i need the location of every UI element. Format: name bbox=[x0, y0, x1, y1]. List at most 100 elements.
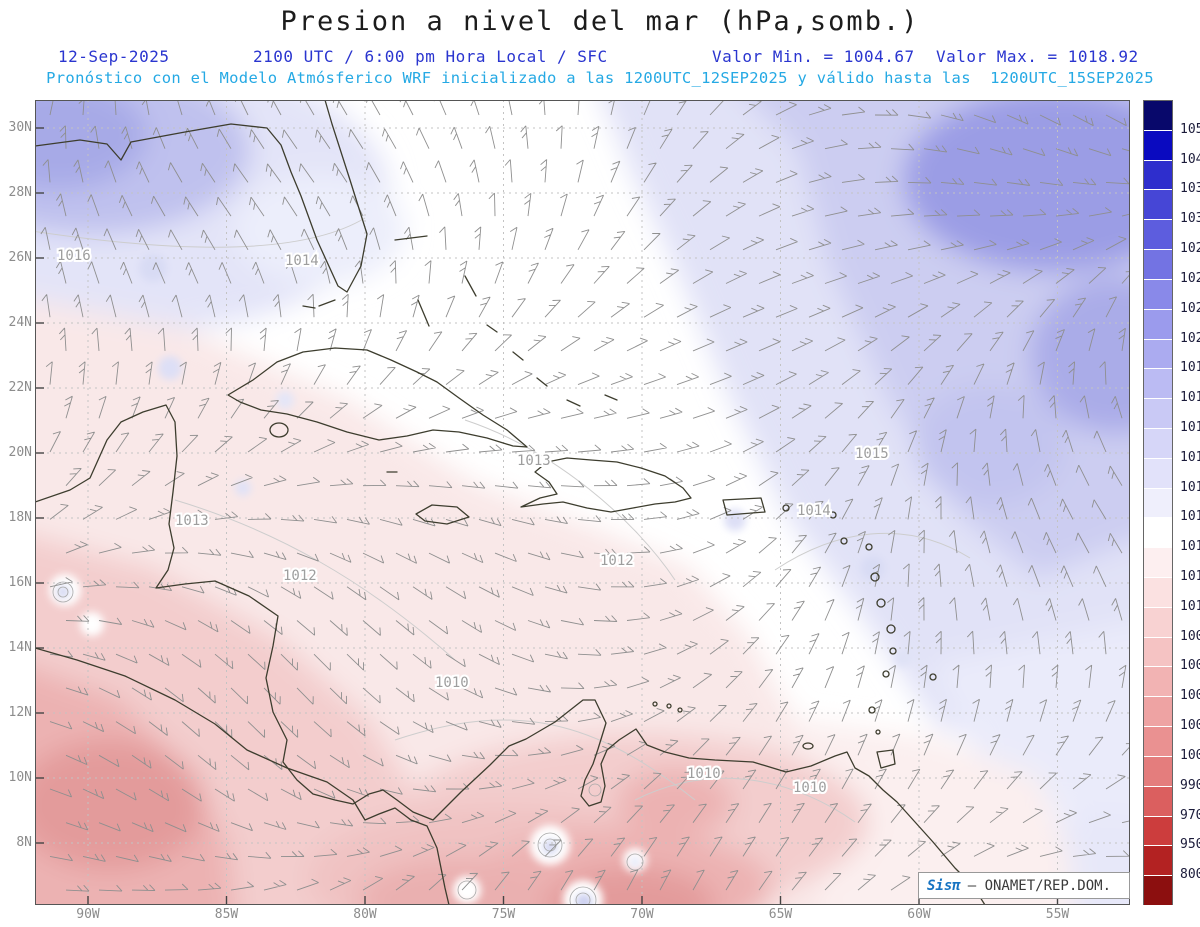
colorbar-tick-label: 1000 bbox=[1180, 747, 1200, 763]
coastline-jamaica bbox=[415, 504, 470, 525]
colorbar-segment bbox=[1144, 756, 1172, 787]
colorbar-tick-label: 1040 bbox=[1180, 151, 1200, 167]
coastline-isle-of-youth bbox=[269, 422, 289, 438]
contour-label: 1010 bbox=[687, 766, 721, 782]
lat-tick-label: 10N bbox=[8, 770, 32, 785]
lon-tick-label: 65W bbox=[768, 907, 793, 922]
colorbar-segment bbox=[1144, 488, 1172, 519]
colorbar-segment bbox=[1144, 548, 1172, 578]
lat-tick-label: 18N bbox=[8, 510, 32, 525]
colorbar-tick-label: 1016 bbox=[1180, 449, 1200, 465]
colorbar-segment bbox=[1144, 309, 1172, 340]
lat-tick-label: 26N bbox=[8, 250, 32, 265]
colorbar-segment bbox=[1144, 220, 1172, 251]
lon-tick-label: 90W bbox=[76, 907, 100, 922]
colorbar-tick-label: 1017 bbox=[1180, 419, 1200, 435]
colorbar-segment bbox=[1144, 130, 1172, 161]
forecast-info-line: Pronóstico con el Modelo Atmósferico WRF… bbox=[46, 69, 1154, 87]
colorbar-tick-label: 800 bbox=[1180, 867, 1200, 883]
colorbar-segment bbox=[1144, 816, 1172, 847]
colorbar-tick-label: 1014 bbox=[1180, 509, 1200, 525]
colorbar-segment bbox=[1144, 279, 1172, 310]
coastline-hispaniola bbox=[520, 457, 692, 513]
contour-label: 1016 bbox=[57, 248, 91, 264]
credit-org-name: – ONAMET/REP.DOM. bbox=[967, 877, 1112, 894]
credit-box: Sisπ – ONAMET/REP.DOM. bbox=[918, 872, 1130, 899]
colorbar-segment bbox=[1144, 607, 1172, 638]
contour-label: 1014 bbox=[797, 503, 831, 519]
coastline-gulf-florida bbox=[35, 100, 368, 293]
colorbar-segment bbox=[1144, 876, 1172, 906]
colorbar-segment bbox=[1144, 250, 1172, 280]
colorbar-tick-label: 1028 bbox=[1180, 241, 1200, 257]
credit-app-name: Sisπ bbox=[927, 877, 961, 894]
colorbar-tick-label: 1004 bbox=[1180, 688, 1200, 704]
colorbar-tick-label: 1018 bbox=[1180, 390, 1200, 406]
contour-label: 1012 bbox=[600, 553, 634, 569]
colorbar-segment bbox=[1144, 458, 1172, 489]
coastline-cuba bbox=[227, 347, 528, 448]
colorbar-tick-label: 1010 bbox=[1180, 598, 1200, 614]
lat-tick-label: 20N bbox=[8, 445, 32, 460]
run-time: 2100 UTC / 6:00 pm Hora Local / SFC bbox=[253, 47, 608, 66]
lon-tick-label: 70W bbox=[630, 907, 654, 922]
coastline-central-america bbox=[35, 404, 986, 905]
colorbar-tick-label: 1013 bbox=[1180, 539, 1200, 555]
colorbar-tick-label: 1012 bbox=[1180, 569, 1200, 585]
contour-label: 1010 bbox=[435, 675, 469, 691]
lon-tick-label: 60W bbox=[907, 907, 931, 922]
colorbar-tick-label: 1002 bbox=[1180, 718, 1200, 734]
colorbar-tick-label: 1006 bbox=[1180, 658, 1200, 674]
min-value-label: Valor Min. = 1004.67 bbox=[712, 47, 915, 66]
contour-label: 1013 bbox=[175, 513, 209, 529]
colorbar-tick-label: 990 bbox=[1180, 777, 1200, 793]
colorbar-segment bbox=[1144, 697, 1172, 728]
contour-label: 1013 bbox=[517, 453, 551, 469]
colorbar-tick-label: 1035 bbox=[1180, 181, 1200, 197]
lon-tick-label: 55W bbox=[1045, 907, 1070, 922]
colorbar-segment bbox=[1144, 846, 1172, 877]
contour-label: 1010 bbox=[793, 780, 827, 796]
lon-tick-label: 80W bbox=[353, 907, 377, 922]
colorbar-segment bbox=[1144, 637, 1172, 668]
colorbar-segment bbox=[1144, 786, 1172, 817]
colorbar-tick-label: 1025 bbox=[1180, 270, 1200, 286]
colorbar-tick-label: 1019 bbox=[1180, 360, 1200, 376]
coastline-pacific bbox=[35, 647, 450, 905]
coastline-trinidad bbox=[876, 749, 896, 769]
colorbar-segment bbox=[1144, 339, 1172, 370]
coastline-bahamas bbox=[386, 235, 618, 473]
colorbar-segment bbox=[1144, 727, 1172, 757]
colorbar-tick-label: 1020 bbox=[1180, 330, 1200, 346]
lon-tick-label: 75W bbox=[491, 907, 516, 922]
colorbar-segment bbox=[1144, 190, 1172, 221]
lat-tick-label: 12N bbox=[8, 705, 32, 720]
lat-tick-label: 8N bbox=[16, 835, 32, 850]
lon-tick-label: 85W bbox=[214, 907, 239, 922]
colorbar-segment bbox=[1144, 578, 1172, 608]
pressure-map: 1016 1014 1013 1012 1013 1012 1010 1015 1014 1010… bbox=[35, 100, 1130, 905]
colorbar-segment bbox=[1144, 667, 1172, 698]
colorbar-tick-label: 950 bbox=[1180, 837, 1200, 853]
page-title: Presion a nivel del mar (hPa,somb.) bbox=[280, 6, 920, 37]
map-frame bbox=[35, 100, 1130, 905]
contour-labels-layer: 1016 1014 1013 1012 1013 1012 1010 1015 1014 1010… bbox=[55, 246, 891, 798]
run-date: 12-Sep-2025 bbox=[58, 47, 170, 66]
colorbar bbox=[1143, 100, 1173, 906]
coastline-florida-keys bbox=[302, 299, 336, 309]
lat-tick-label: 24N bbox=[8, 315, 32, 330]
contour-label: 1015 bbox=[855, 446, 889, 462]
lat-tick-label: 14N bbox=[8, 640, 32, 655]
colorbar-segment bbox=[1144, 428, 1172, 459]
lat-tick-label: 28N bbox=[8, 185, 32, 200]
coastline-puerto-rico bbox=[722, 497, 766, 516]
colorbar-segment bbox=[1144, 518, 1172, 549]
colorbar-tick-label: 1050 bbox=[1180, 121, 1200, 137]
pressure-shading-layer bbox=[35, 100, 1130, 905]
map-plot-area: 1016 1014 1013 1012 1013 1012 1010 1015 1014 1010… bbox=[35, 100, 1130, 905]
colorbar-segment bbox=[1144, 160, 1172, 191]
colorbar-segment bbox=[1144, 369, 1172, 400]
lat-tick-label: 22N bbox=[8, 380, 32, 395]
